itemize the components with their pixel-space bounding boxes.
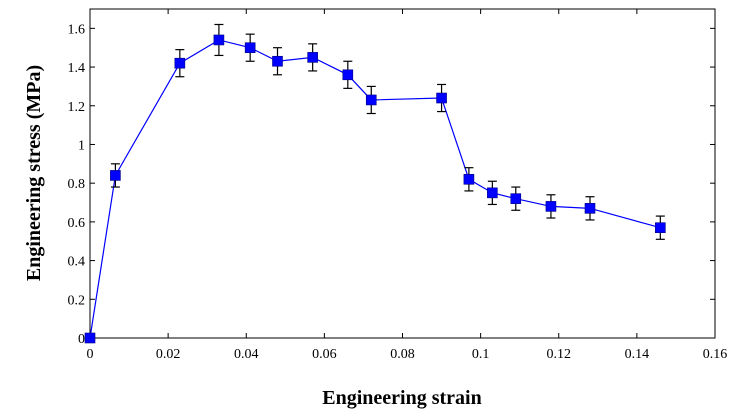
- series-layer: [84, 23, 666, 344]
- data-point-marker: [463, 174, 475, 185]
- data-point-marker: [244, 42, 256, 54]
- y-tick-label: 0.2: [68, 293, 86, 308]
- y-tick-label: 0.4: [68, 255, 86, 270]
- x-tick-label: 0.12: [547, 347, 572, 362]
- data-point-marker: [272, 55, 283, 67]
- data-point-marker: [213, 34, 225, 46]
- data-point-marker: [487, 187, 498, 199]
- y-tick-label: 1.4: [68, 61, 86, 76]
- series-line: [89, 39, 661, 339]
- y-tick-label: 0: [78, 332, 85, 347]
- data-point-marker: [584, 203, 596, 214]
- y-tick-label: 1.6: [68, 22, 86, 37]
- x-tick-label: 0.08: [390, 347, 415, 362]
- data-point-marker: [307, 52, 318, 63]
- data-point-marker: [545, 201, 557, 212]
- data-point-marker: [365, 94, 377, 106]
- y-tick-label: 1.2: [68, 100, 86, 115]
- y-tick-label: 0.8: [68, 177, 86, 192]
- data-point-marker: [84, 332, 96, 344]
- data-point-marker: [110, 170, 121, 181]
- data-point-marker: [655, 222, 666, 233]
- x-tick-label: 0.04: [234, 347, 259, 362]
- x-tick-label: 0.14: [625, 347, 650, 362]
- y-axis-ticks: 0 0.2 0.4 0.6 0.8 1 1.2 1.4 1.6: [68, 22, 715, 347]
- x-tick-label: 0: [87, 347, 94, 362]
- data-point-marker: [510, 193, 522, 204]
- data-point-marker: [436, 92, 447, 104]
- x-tick-label: 0.06: [312, 347, 337, 362]
- x-axis-ticks: 0 0.02 0.04 0.06 0.08 0.1 0.12 0.14 0.16: [87, 9, 728, 362]
- y-axis-title: Engineering stress (MPa): [23, 65, 45, 281]
- x-tick-label: 0.16: [703, 347, 728, 362]
- data-point-marker: [174, 57, 186, 69]
- x-tick-label: 0.1: [472, 347, 490, 362]
- y-tick-label: 1: [78, 138, 85, 153]
- x-axis-title: Engineering strain: [322, 387, 481, 409]
- data-point-marker: [342, 69, 354, 81]
- y-tick-label: 0.6: [68, 216, 86, 231]
- x-tick-label: 0.02: [156, 347, 181, 362]
